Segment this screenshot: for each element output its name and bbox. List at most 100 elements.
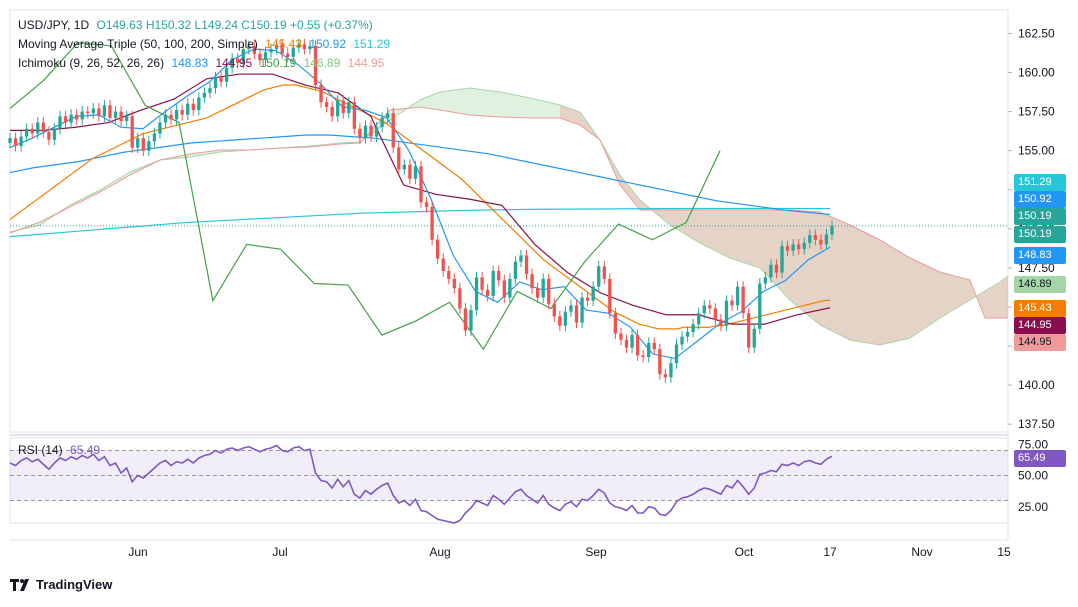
rsi-value-tag: 65.49 (1014, 450, 1066, 467)
candle (130, 110, 134, 154)
candle (352, 96, 357, 135)
candle-body (785, 246, 790, 251)
candle (652, 337, 656, 355)
candle-body (791, 244, 795, 251)
candle-body (402, 164, 407, 170)
candle-body (19, 136, 23, 146)
candle-body (308, 45, 312, 50)
legend-rsi[interactable]: RSI (14) 65.49 (18, 443, 104, 457)
candle-body (374, 127, 379, 137)
candle (341, 95, 345, 119)
candle-body (36, 122, 40, 134)
candle-body (485, 289, 490, 297)
candle (458, 282, 462, 314)
candle-body (230, 58, 234, 68)
candle (619, 328, 623, 346)
candle (391, 107, 395, 154)
candle (336, 95, 340, 122)
candle-body (219, 77, 223, 82)
candle-body (552, 303, 556, 317)
tenkan-value: 148.83 (171, 56, 209, 70)
candle-body (480, 277, 484, 290)
candle (680, 331, 684, 350)
tradingview-logo[interactable]: TradingView (10, 577, 112, 592)
time-tick-label: Jul (272, 545, 287, 559)
candle-body (741, 286, 745, 314)
legend-ichimoku[interactable]: Ichimoku (9, 26, 52, 26, 26) 148.83 144.… (18, 56, 388, 70)
candle (113, 106, 118, 124)
candle-body (713, 308, 718, 320)
candle (602, 260, 606, 285)
candle-body (358, 128, 362, 139)
candle (19, 131, 23, 152)
candle-body (41, 122, 45, 132)
candle-body (180, 110, 184, 115)
candle-body (719, 319, 723, 326)
candle (608, 273, 612, 319)
kumo-cloud-green (10, 88, 1008, 345)
candle-body (147, 141, 151, 151)
candle (569, 299, 573, 318)
candle-body (585, 297, 590, 301)
candle-body (580, 297, 584, 323)
candle (585, 292, 590, 307)
candle-body (419, 166, 423, 203)
candle-body (13, 138, 18, 146)
candle-body (752, 328, 756, 348)
candle-body (569, 305, 573, 312)
legend-ma[interactable]: Moving Average Triple (50, 100, 200, Sim… (18, 37, 394, 51)
candle-body (380, 117, 384, 128)
candle (58, 110, 62, 135)
candle (102, 99, 107, 122)
candle (124, 110, 129, 127)
candle (197, 92, 201, 116)
chikou-span-line (9, 42, 721, 351)
candle-body (641, 355, 645, 357)
candle (802, 237, 806, 255)
candle-body (102, 105, 107, 117)
candle-body (408, 164, 412, 179)
candle (441, 253, 445, 277)
candle-body (363, 125, 368, 139)
candle-body (286, 53, 290, 57)
candle-body (813, 235, 818, 240)
rsi-legend-value: 65.49 (70, 443, 101, 457)
candle (452, 273, 456, 294)
candle-body (136, 138, 140, 148)
candle-body (769, 264, 773, 278)
candle-body (163, 114, 168, 123)
rsi-label: RSI (14) (18, 443, 63, 457)
candle (447, 265, 451, 285)
candle-body (108, 105, 112, 118)
candle (597, 260, 601, 293)
candle-body (563, 311, 568, 326)
candle (769, 259, 773, 283)
candle (485, 284, 490, 302)
candle (519, 249, 523, 268)
span-a-value: 146.89 (303, 56, 341, 70)
candle (63, 110, 68, 129)
candle-body (730, 300, 734, 306)
candle-body (430, 206, 434, 240)
candle (369, 120, 373, 143)
candle (497, 265, 501, 286)
candle (13, 132, 18, 152)
candle (719, 313, 723, 332)
candle-body (669, 363, 673, 378)
candle (30, 123, 34, 139)
price-axis-label: 151.29 (1014, 174, 1066, 191)
candle-body (663, 374, 668, 378)
price-axis-label: 150.19 (1014, 208, 1066, 225)
candle (80, 106, 84, 125)
price-axis-label: 145.43 (1014, 300, 1066, 317)
candle-body (52, 128, 57, 140)
candle-body (197, 97, 201, 111)
candle-body (386, 113, 390, 118)
candle-body (174, 110, 179, 120)
candle-body (797, 244, 801, 250)
candle (613, 307, 618, 340)
price-axis-label: 144.95 (1014, 317, 1066, 334)
candle (380, 112, 384, 133)
candle (491, 265, 495, 302)
